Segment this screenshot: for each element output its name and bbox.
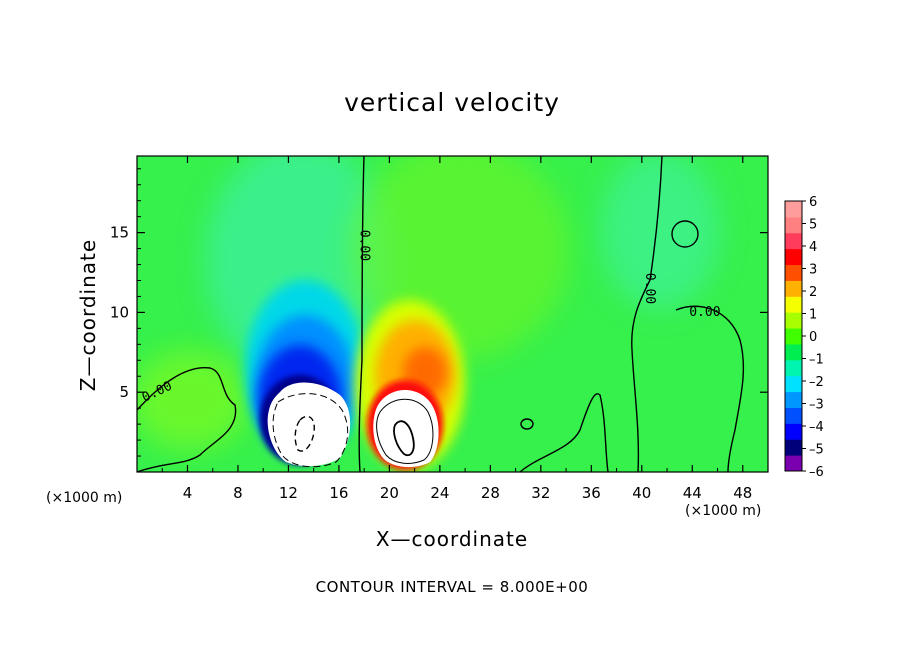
- positive-contour-outer: [376, 398, 434, 464]
- y-axis: 5 10 15: [110, 168, 768, 457]
- contour-label: 0.00: [357, 230, 372, 261]
- zero-contour-center: [358, 156, 365, 472]
- contour-label: 0.00: [642, 273, 657, 304]
- colorbar-tick-label: –6: [809, 465, 824, 480]
- x-axis-label: X—coordinate: [375, 527, 529, 551]
- colorbar-tick-label: –4: [809, 420, 824, 435]
- colorbar-swatch: [785, 328, 802, 345]
- colorbar-tick-label: –3: [809, 398, 824, 413]
- colorbar-swatch: [785, 423, 802, 440]
- colorbar-swatch: [785, 407, 802, 424]
- colorbar-swatch: [785, 391, 802, 408]
- colorbar-swatch: [785, 280, 802, 297]
- zero-contour-tiny-loop: [520, 418, 534, 430]
- colorbar-tick-label: –2: [809, 375, 824, 390]
- updraft-saturated-core: [373, 390, 439, 468]
- colorbar: 6 5 4 3 2 1 0 –1 –2 –3 –4 –5 –6: [784, 195, 824, 480]
- x-tick-label: 12: [279, 484, 298, 502]
- zero-contour-far-right: [675, 305, 745, 472]
- y-tick-label: 10: [110, 303, 129, 321]
- contour-lines: [137, 156, 745, 472]
- colorbar-swatch: [785, 264, 802, 281]
- x-tick-label: 32: [531, 484, 550, 502]
- field-left-low-up: [137, 350, 250, 450]
- colorbar-swatch: [785, 232, 802, 250]
- colorbar-swatch: [785, 312, 802, 329]
- colorbar-tick-label: 0: [809, 330, 817, 345]
- contour-interval-note: CONTOUR INTERVAL = 8.000E+00: [315, 578, 589, 596]
- colorbar-tick-label: 3: [809, 263, 817, 278]
- colorbar-swatch: [785, 216, 802, 234]
- zero-contour-right: [631, 156, 663, 472]
- x-axis: 4 8 12 16 20 24 28 32 36 40 44 48: [161, 156, 752, 502]
- colorbar-swatch: [785, 296, 802, 313]
- zero-contour-low-right: [519, 393, 609, 472]
- y-unit-label: (×1000 m): [46, 490, 123, 506]
- negative-contour-inner: [294, 415, 315, 452]
- colorbar-tick-label: 6: [809, 195, 817, 210]
- downdraft-saturated-core: [267, 382, 351, 467]
- colorbar-tick-label: 4: [809, 240, 817, 255]
- contour-label: 0.00: [689, 305, 720, 320]
- colorbar-swatch: [785, 343, 802, 361]
- x-tick-label: 48: [733, 484, 752, 502]
- colorbar-swatch: [785, 359, 802, 377]
- x-tick-label: 40: [632, 484, 651, 502]
- colorbar-tick-label: 2: [809, 285, 817, 300]
- colorbar-swatch: [785, 439, 802, 456]
- colorbar-tick-label: –1: [809, 353, 824, 368]
- x-tick-label: 8: [233, 484, 243, 502]
- heatmap-field: 0.000.000.000.00: [137, 156, 768, 472]
- colorbar-swatch: [785, 375, 802, 393]
- negative-contour-outer: [272, 393, 349, 468]
- colorbar-tick-label: 5: [809, 218, 817, 233]
- colorbar-swatch: [785, 248, 802, 266]
- x-tick-label: 28: [481, 484, 500, 502]
- positive-contour-inner: [393, 420, 415, 457]
- colorbar-tick-label: –5: [809, 443, 824, 458]
- x-tick-label: 16: [329, 484, 348, 502]
- y-axis-label: Z—coordinate: [76, 238, 100, 392]
- colorbar-tick-label: 1: [809, 308, 817, 323]
- y-tick-label: 5: [119, 383, 129, 401]
- zero-contour-small-loop: [671, 220, 699, 248]
- x-tick-label: 24: [430, 484, 449, 502]
- colorbar-swatch: [785, 455, 802, 472]
- zero-contour-left: [137, 367, 237, 472]
- field-right-weak-down: [600, 156, 720, 310]
- plot-frame: [136, 155, 769, 473]
- x-tick-label: 44: [683, 484, 702, 502]
- x-unit-label: (×1000 m): [685, 503, 762, 519]
- x-tick-label: 36: [582, 484, 601, 502]
- x-tick-label: 20: [380, 484, 399, 502]
- colorbar-swatch: [785, 201, 802, 218]
- x-tick-label: 4: [183, 484, 193, 502]
- chart-title: vertical velocity: [344, 88, 560, 117]
- y-tick-label: 15: [110, 224, 129, 242]
